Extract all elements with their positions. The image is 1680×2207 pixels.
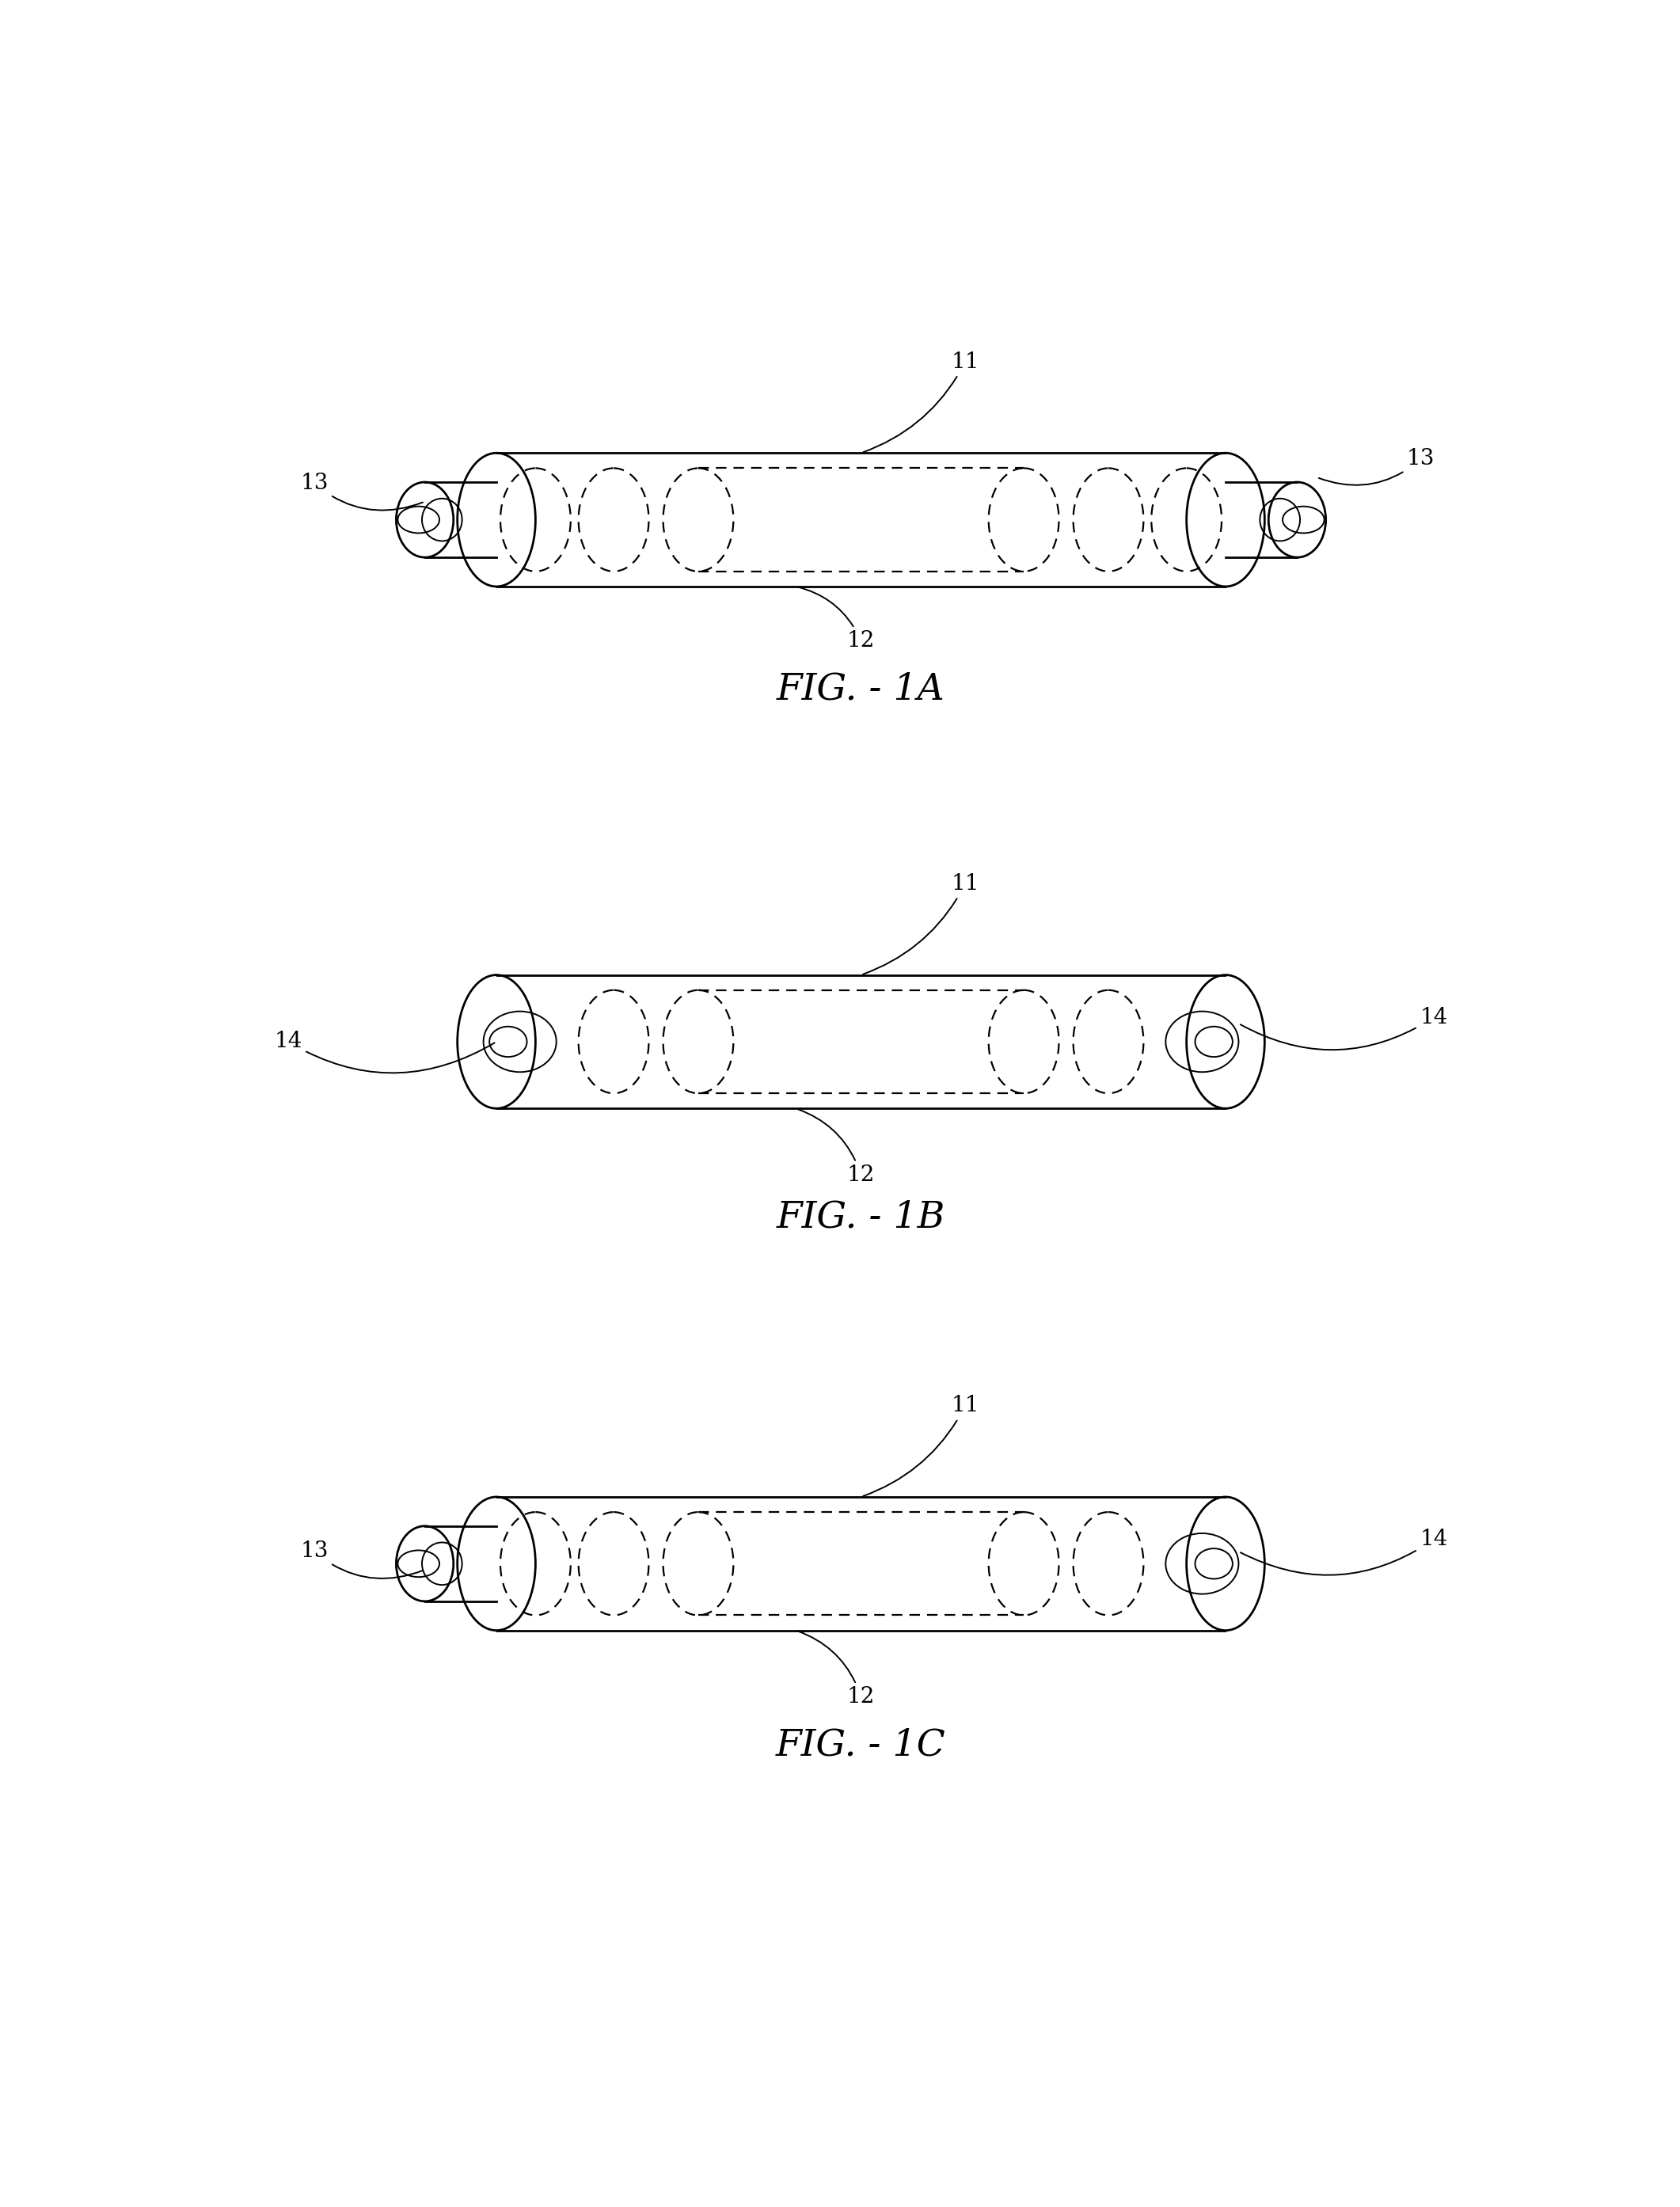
Text: 11: 11 [864,351,979,452]
Text: 14: 14 [1240,1006,1448,1051]
Text: 13: 13 [301,1540,423,1578]
Text: 11: 11 [864,1395,979,1496]
Text: 13: 13 [1319,448,1435,486]
Text: 14: 14 [1240,1529,1448,1576]
Text: 12: 12 [798,587,875,651]
Text: FIG. - 1B: FIG. - 1B [776,1201,946,1236]
Text: 11: 11 [864,874,979,973]
Text: 12: 12 [798,1631,875,1708]
Text: FIG. - 1C: FIG. - 1C [776,1728,946,1763]
Text: 12: 12 [798,1110,875,1185]
Text: 14: 14 [274,1031,494,1073]
Text: 13: 13 [301,472,423,510]
Text: FIG. - 1A: FIG. - 1A [776,671,946,708]
